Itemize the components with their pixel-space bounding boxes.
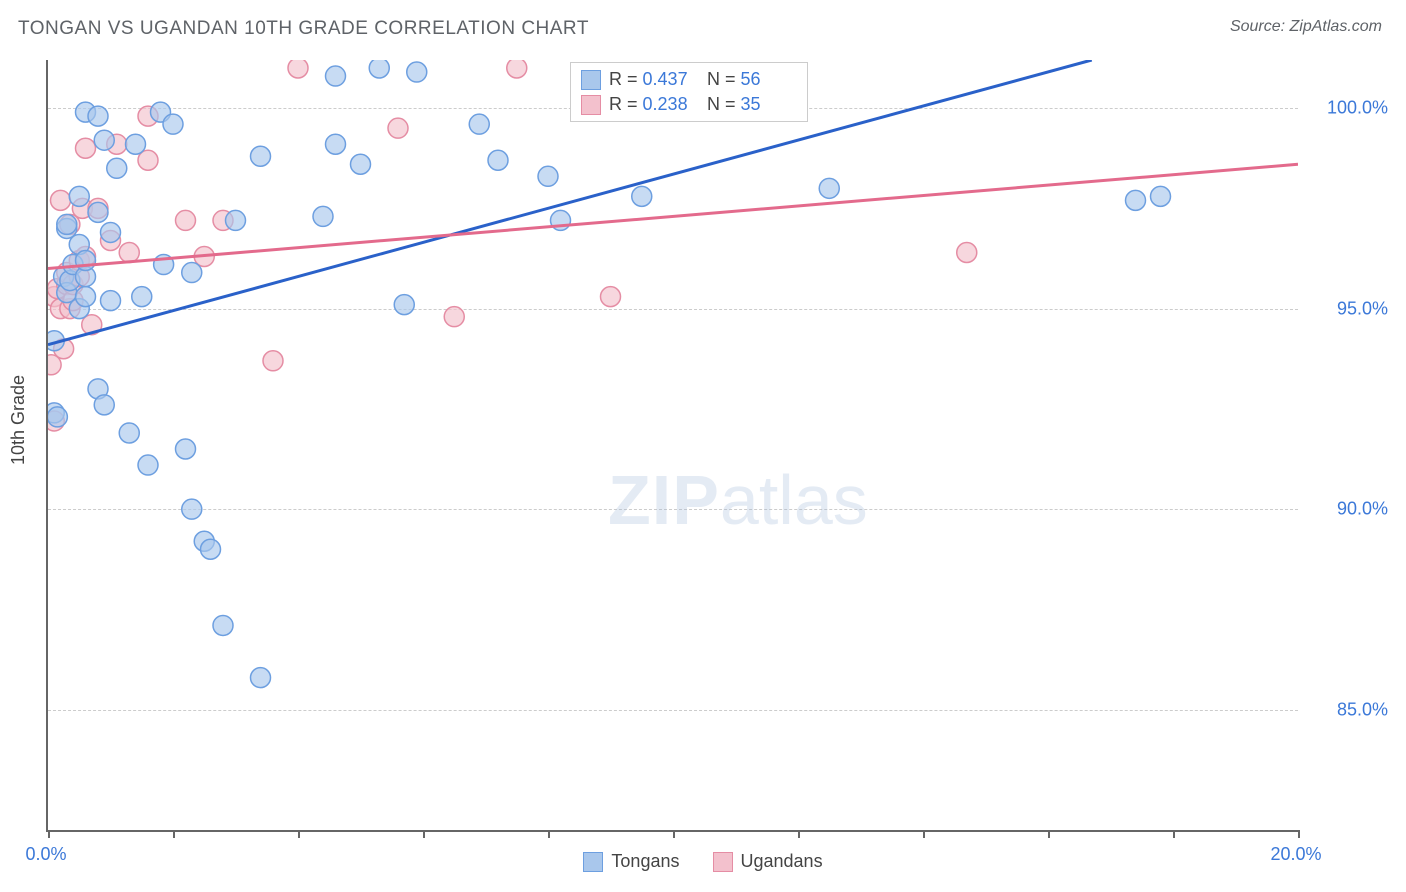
data-point	[182, 499, 202, 519]
data-point	[88, 106, 108, 126]
r-label: R =	[609, 94, 638, 114]
data-point	[488, 150, 508, 170]
data-point	[263, 351, 283, 371]
data-point	[88, 202, 108, 222]
data-point	[138, 455, 158, 475]
data-point	[351, 154, 371, 174]
data-point	[101, 291, 121, 311]
r-label: R =	[609, 69, 638, 89]
y-axis-label: 10th Grade	[8, 375, 29, 465]
y-tick-label: 100.0%	[1327, 98, 1388, 119]
data-point	[69, 186, 89, 206]
y-tick-label: 85.0%	[1337, 699, 1388, 720]
source-attribution: Source: ZipAtlas.com	[1230, 18, 1382, 36]
data-point	[119, 243, 139, 263]
y-tick-label: 90.0%	[1337, 499, 1388, 520]
data-point	[126, 134, 146, 154]
data-point	[313, 206, 333, 226]
data-point	[182, 263, 202, 283]
r-value: 0.437	[643, 69, 688, 89]
data-point	[51, 190, 71, 210]
data-point	[48, 407, 67, 427]
swatch-tongans-icon	[581, 70, 601, 90]
data-point	[326, 66, 346, 86]
data-point	[957, 243, 977, 263]
data-point	[176, 439, 196, 459]
data-point	[394, 295, 414, 315]
data-point	[176, 210, 196, 230]
r-value: 0.238	[643, 94, 688, 114]
y-tick-label: 95.0%	[1337, 298, 1388, 319]
correlation-legend: R = 0.437 N = 56 R = 0.238 N = 35	[570, 62, 808, 122]
data-point	[94, 130, 114, 150]
data-point	[819, 178, 839, 198]
series-name: Ugandans	[741, 851, 823, 872]
data-point	[107, 158, 127, 178]
data-point	[388, 118, 408, 138]
data-point	[251, 146, 271, 166]
data-point	[94, 395, 114, 415]
legend-item-ugandans: Ugandans	[713, 851, 823, 872]
data-point	[469, 114, 489, 134]
data-point	[288, 60, 308, 78]
data-point	[101, 222, 121, 242]
data-point	[1126, 190, 1146, 210]
n-value: 56	[741, 69, 761, 89]
data-point	[1151, 186, 1171, 206]
data-point	[76, 138, 96, 158]
scatter-svg	[48, 60, 1298, 830]
n-label: N =	[707, 94, 736, 114]
data-point	[76, 251, 96, 271]
series-legend: Tongans Ugandans	[0, 851, 1406, 877]
chart-title: TONGAN VS UGANDAN 10TH GRADE CORRELATION…	[18, 18, 589, 40]
legend-item-tongans: Tongans	[583, 851, 679, 872]
data-point	[57, 214, 77, 234]
legend-row-tongans: R = 0.437 N = 56	[581, 67, 797, 92]
data-point	[119, 423, 139, 443]
swatch-tongans-icon	[583, 852, 603, 872]
data-point	[369, 60, 389, 78]
n-value: 35	[741, 94, 761, 114]
data-point	[201, 539, 221, 559]
swatch-ugandans-icon	[713, 852, 733, 872]
data-point	[163, 114, 183, 134]
data-point	[507, 60, 527, 78]
data-point	[444, 307, 464, 327]
data-point	[132, 287, 152, 307]
series-name: Tongans	[611, 851, 679, 872]
data-point	[76, 287, 96, 307]
data-point	[213, 615, 233, 635]
data-point	[601, 287, 621, 307]
data-point	[632, 186, 652, 206]
data-point	[538, 166, 558, 186]
n-label: N =	[707, 69, 736, 89]
data-point	[226, 210, 246, 230]
swatch-ugandans-icon	[581, 95, 601, 115]
legend-row-ugandans: R = 0.238 N = 35	[581, 92, 797, 117]
plot-area: ZIPatlas	[46, 60, 1298, 832]
data-point	[251, 668, 271, 688]
data-point	[326, 134, 346, 154]
data-point	[407, 62, 427, 82]
